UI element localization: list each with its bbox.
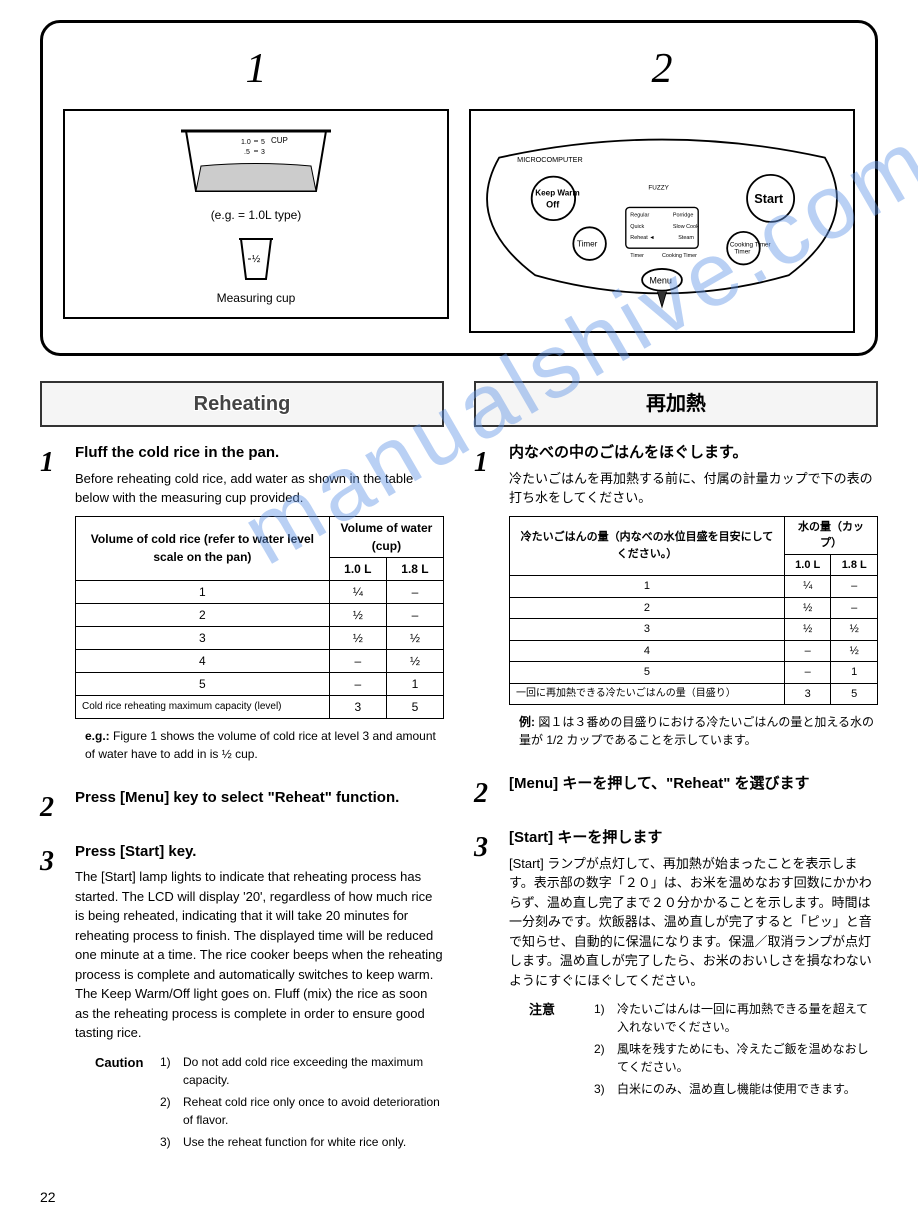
svg-text:Regular: Regular [630, 212, 649, 218]
pot-caption: (e.g. = 1.0L type) [211, 206, 302, 224]
panel-box-controller: MICROCOMPUTER Keep Warm Off Timer Start … [469, 109, 855, 333]
step-num-jp-2: 2 [474, 773, 499, 815]
step-title-en-2: Press [Menu] key to select "Reheat" func… [75, 787, 444, 810]
svg-text:CUP: CUP [271, 136, 288, 145]
table-row: 3½½ [510, 619, 878, 641]
english-column: Reheating 1 Fluff the cold rice in the p… [40, 381, 444, 1167]
svg-text:.5: .5 [244, 149, 250, 156]
english-water-table: Volume of cold rice (refer to water leve… [75, 516, 444, 719]
step-title-en-1: Fluff the cold rice in the pan. [75, 442, 444, 465]
svg-text:Menu: Menu [649, 275, 672, 285]
svg-text:Quick: Quick [630, 224, 644, 230]
svg-text:Off: Off [546, 199, 560, 209]
table-row: 5–1 [510, 662, 878, 684]
table-header-water-jp: 水の量（カップ） [784, 516, 877, 554]
svg-text:MICROCOMPUTER: MICROCOMPUTER [517, 155, 583, 164]
table-row: 4–½ [76, 649, 444, 672]
svg-text:Porridge: Porridge [673, 212, 694, 218]
svg-text:Timer: Timer [734, 249, 750, 256]
caution-label-jp: 注意 [529, 1000, 584, 1102]
table-row: 2½– [510, 597, 878, 619]
table-row: 4–½ [510, 640, 878, 662]
table-row: 1¼– [76, 580, 444, 603]
controller-panel-icon: MICROCOMPUTER Keep Warm Off Timer Start … [481, 121, 843, 321]
svg-text:Steam: Steam [678, 235, 694, 241]
example-text-en: e.g.: Figure 1 shows the volume of cold … [75, 727, 444, 763]
svg-text:Cooking Timer: Cooking Timer [730, 241, 771, 248]
japanese-water-table: 冷たいごはんの量（内なべの水位目盛を目安にしてください。） 水の量（カップ） 1… [509, 516, 878, 706]
top-illustration-panel: 1 CUP 1.0 5 .5 3 (e.g. = 1.0L type) ½ [40, 20, 878, 356]
svg-text:Timer: Timer [630, 253, 644, 259]
panel-step-2: 2 MICROCOMPUTER Keep Warm Off Timer Star… [469, 38, 855, 333]
page-number: 22 [40, 1187, 878, 1208]
step-text-jp-3: [Start] ランプが点灯して、再加熱が始まったことを表示します。表示部の数字… [509, 854, 878, 991]
step-number-1: 1 [63, 38, 449, 101]
step-text-jp-1: 冷たいごはんを再加熱する前に、付属の計量カップで下の表の打ち水をしてください。 [509, 469, 878, 508]
cup-caption: Measuring cup [217, 289, 296, 307]
step-text-en-3: The [Start] lamp lights to indicate that… [75, 867, 444, 1043]
table-row: 5–1 [76, 672, 444, 695]
svg-text:Cooking Timer: Cooking Timer [662, 253, 697, 259]
table-sub-18: 1.8 L [386, 557, 443, 580]
rice-pot-icon: CUP 1.0 5 .5 3 [176, 121, 336, 201]
svg-text:1.0: 1.0 [241, 139, 251, 146]
panel-step-1: 1 CUP 1.0 5 .5 3 (e.g. = 1.0L type) ½ [63, 38, 449, 333]
step-title-en-3: Press [Start] key. [75, 841, 444, 864]
step-num-jp-3: 3 [474, 827, 499, 1102]
step-num-en-3: 3 [40, 841, 65, 1155]
step-num-jp-1: 1 [474, 442, 499, 761]
table-header-rice-jp: 冷たいごはんの量（内なべの水位目盛を目安にしてください。） [510, 516, 785, 576]
panel-box-pot: CUP 1.0 5 .5 3 (e.g. = 1.0L type) ½ Meas… [63, 109, 449, 319]
step-title-jp-2: [Menu] キーを押して、"Reheat" を選びます [509, 773, 878, 796]
step-num-en-2: 2 [40, 787, 65, 829]
svg-text:½: ½ [252, 254, 261, 265]
caution-list-jp: 1)冷たいごはんは一回に再加熱できる量を超えて入れないでください。 2)風味を残… [594, 1000, 878, 1102]
table-row: 3½½ [76, 626, 444, 649]
svg-text:Reheat ◄: Reheat ◄ [630, 235, 654, 241]
table-row: 1¼– [510, 576, 878, 598]
table-row-max: 一回に再加熱できる冷たいごはんの量（目盛り）35 [510, 683, 878, 705]
svg-text:Slow Cook: Slow Cook [673, 224, 699, 230]
japanese-column: 再加熱 1 内なべの中のごはんをほぐします。 冷たいごはんを再加熱する前に、付属… [474, 381, 878, 1167]
table-row-max: Cold rice reheating maximum capacity (le… [76, 695, 444, 718]
caution-list-en: 1)Do not add cold rice exceeding the max… [160, 1053, 444, 1155]
table-sub-10: 1.0 L [329, 557, 386, 580]
table-header-rice: Volume of cold rice (refer to water leve… [76, 516, 330, 580]
step-num-en-1: 1 [40, 442, 65, 775]
step-number-2: 2 [469, 38, 855, 101]
svg-text:Keep Warm: Keep Warm [535, 189, 579, 198]
table-header-water: Volume of water (cup) [329, 516, 443, 557]
section-header-jp: 再加熱 [474, 381, 878, 427]
svg-text:5: 5 [261, 139, 265, 146]
measuring-cup-icon: ½ [236, 234, 276, 284]
step-text-en-1: Before reheating cold rice, add water as… [75, 469, 444, 508]
step-title-jp-1: 内なべの中のごはんをほぐします。 [509, 442, 878, 465]
svg-text:3: 3 [261, 149, 265, 156]
section-header-reheating: Reheating [40, 381, 444, 427]
caution-label-en: Caution [95, 1053, 150, 1155]
table-row: 2½– [76, 603, 444, 626]
svg-text:FUZZY: FUZZY [648, 184, 669, 191]
svg-text:Timer: Timer [577, 239, 598, 248]
step-title-jp-3: [Start] キーを押します [509, 827, 878, 850]
svg-text:Start: Start [754, 192, 784, 206]
example-text-jp: 例: 図１は３番めの目盛りにおける冷たいごはんの量と加える水の量が 1/2 カッ… [509, 713, 878, 749]
